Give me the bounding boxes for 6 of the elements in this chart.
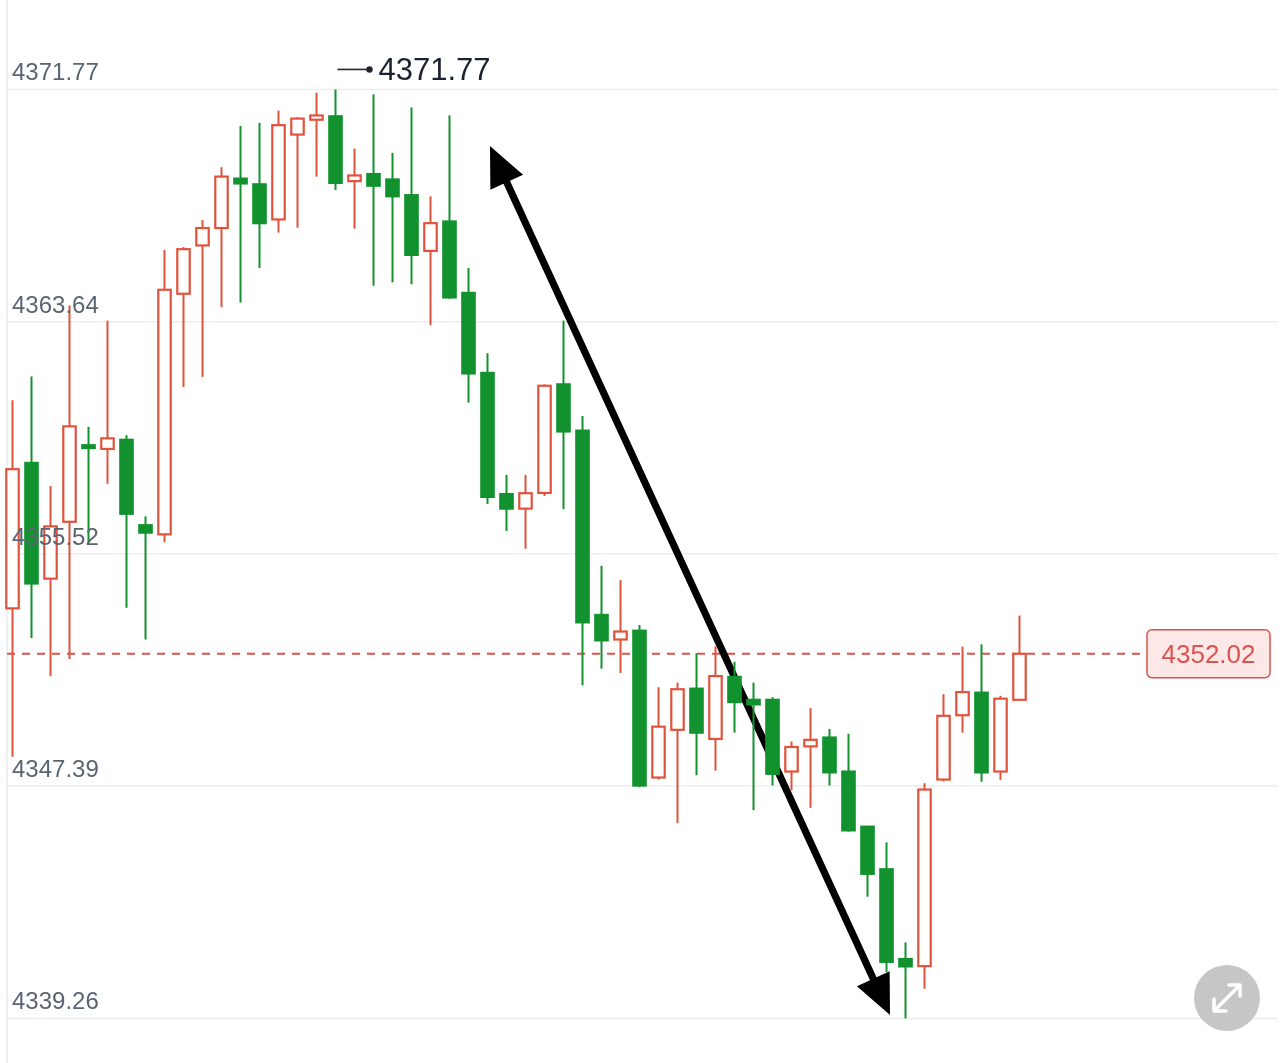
ref-line-label: 4352.02 [1161,638,1256,669]
y-tick-label: 4371.77 [12,58,99,86]
y-tick-label: 4363.64 [12,290,99,318]
y-tick-label: 4347.39 [12,755,99,783]
annotation: 4371.77 [378,52,491,88]
y-tick-label: 4339.26 [12,987,99,1015]
